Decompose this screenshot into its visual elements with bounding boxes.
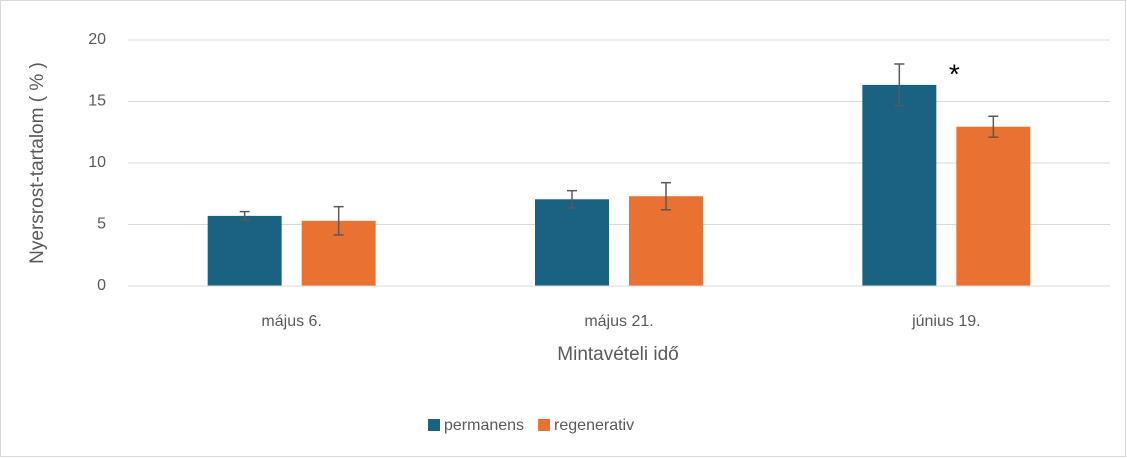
x-axis-label: Mintavételi idő (557, 344, 678, 365)
x-tick-label: május 21. (584, 313, 653, 330)
error-bar (333, 205, 344, 236)
x-tick-label: június 19. (911, 313, 981, 330)
y-axis-label: Nyersrost-tartalom ( % ) (27, 62, 48, 264)
error-bar (894, 63, 905, 107)
y-tick-label: 10 (88, 154, 106, 171)
error-bar (239, 210, 250, 221)
x-tick-label: május 6. (261, 313, 321, 330)
error-bar (567, 189, 577, 209)
legend-label: regenerativ (554, 417, 634, 434)
bar (207, 215, 282, 286)
annotation: * (949, 58, 960, 89)
error-bar (988, 115, 999, 138)
bar (535, 199, 609, 286)
y-tick-label: 20 (88, 31, 106, 48)
y-tick-label: 5 (97, 216, 106, 233)
bar (629, 196, 703, 286)
legend-swatch (538, 419, 551, 431)
bar (862, 84, 937, 287)
y-tick-label: 15 (88, 93, 106, 110)
legend-swatch (428, 419, 440, 431)
bar (956, 126, 1031, 286)
y-tick-label: 0 (97, 277, 106, 294)
error-bar (661, 181, 671, 211)
legend-label: permanens (444, 417, 524, 434)
